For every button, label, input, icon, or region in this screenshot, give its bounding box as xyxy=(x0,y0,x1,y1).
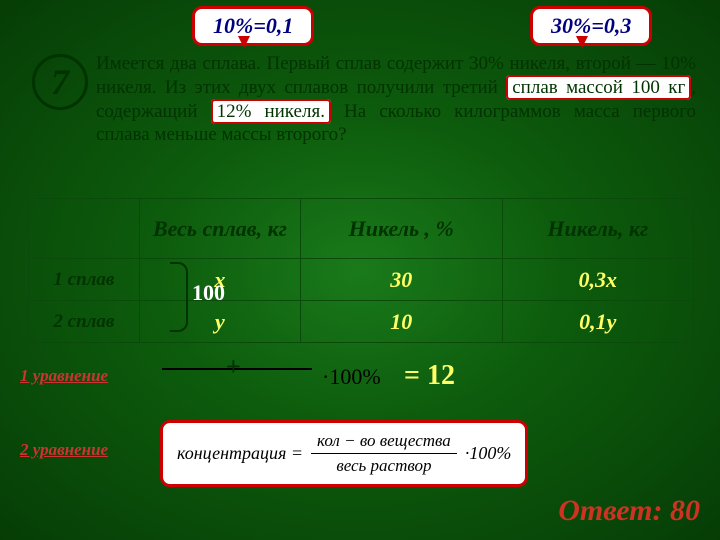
table-row: 2 сплав y 10 0,1y xyxy=(29,301,694,343)
table-row: 1 сплав x 30 0,3x xyxy=(29,259,694,301)
highlight-pct: 12% никеля. xyxy=(211,99,331,124)
formula-lhs: концентрация = xyxy=(177,443,303,464)
formula-denominator: весь раствор xyxy=(330,454,437,476)
row1-label: 1 сплав xyxy=(29,259,140,301)
times-100: ·100% xyxy=(322,364,381,390)
formula-numerator: кол − во вещества xyxy=(311,431,457,454)
answer-text: Ответ: 80 xyxy=(558,494,700,528)
th-kg: Никель, кг xyxy=(502,199,693,259)
th-pct: Никель , % xyxy=(301,199,503,259)
callout-arrow-2 xyxy=(576,36,588,48)
callout-30pct: 30%=0,3 xyxy=(530,6,652,46)
equals-12: = 12 xyxy=(404,360,455,392)
problem-text: Имеется два сплава. Первый сплав содержи… xyxy=(96,52,696,147)
callout-10pct: 10%=0,1 xyxy=(192,6,314,46)
highlight-mass: сплав массой 100 кг xyxy=(506,75,691,100)
th-mass: Весь сплав, кг xyxy=(139,199,300,259)
row2-label: 2 сплав xyxy=(29,301,140,343)
row1-pct: 30 xyxy=(301,259,503,301)
table-header-row: Весь сплав, кг Никель , % Никель, кг xyxy=(29,199,694,259)
row2-pct: 10 xyxy=(301,301,503,343)
formula-fraction: кол − во вещества весь раствор xyxy=(311,431,457,476)
brace-icon xyxy=(170,262,188,332)
eq1-label: 1 уравнение xyxy=(20,366,108,386)
sum-100: 100 xyxy=(192,280,225,306)
callout-arrow-1 xyxy=(238,36,250,48)
plus-sign: + xyxy=(226,352,241,382)
th-empty xyxy=(29,199,140,259)
formula-rhs: ·100% xyxy=(465,443,512,464)
eq2-label: 2 уравнение xyxy=(20,440,108,460)
problem-number: 7 xyxy=(32,54,88,110)
concentration-formula: концентрация = кол − во вещества весь ра… xyxy=(160,420,528,487)
data-table: Весь сплав, кг Никель , % Никель, кг 1 с… xyxy=(28,198,694,343)
row2-mass: y xyxy=(139,301,300,343)
row1-kg: 0,3x xyxy=(502,259,693,301)
row2-kg: 0,1y xyxy=(502,301,693,343)
